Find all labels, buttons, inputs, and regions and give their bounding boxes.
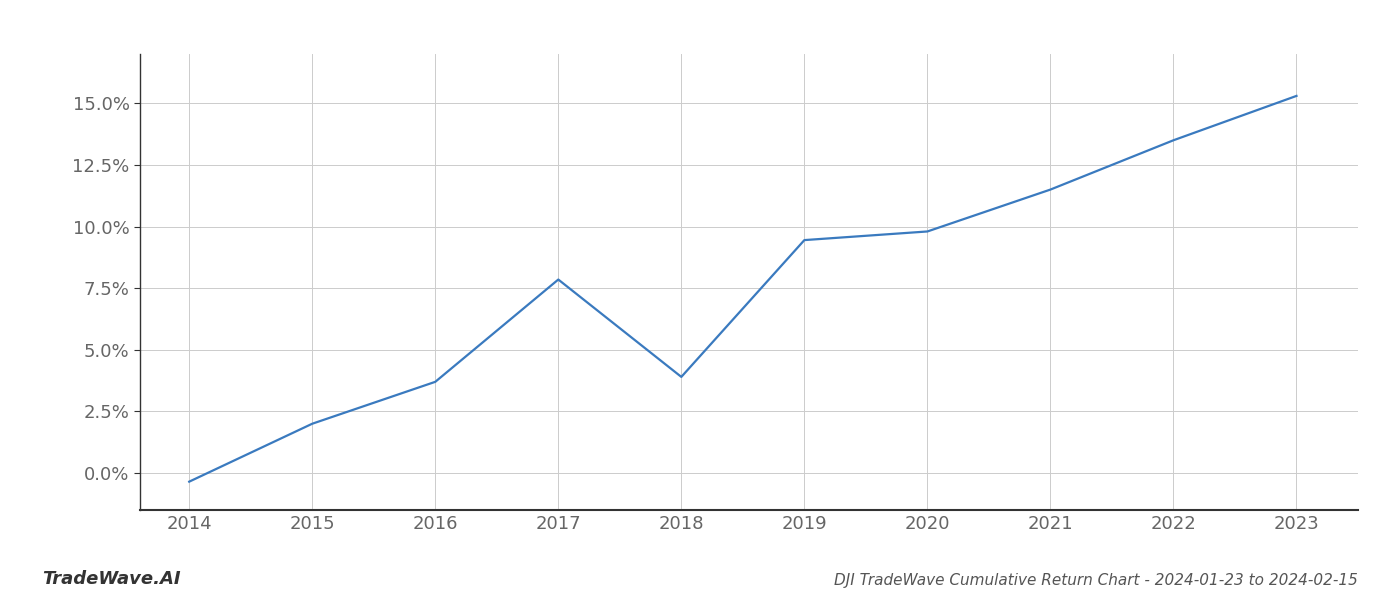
Text: TradeWave.AI: TradeWave.AI: [42, 570, 181, 588]
Text: DJI TradeWave Cumulative Return Chart - 2024-01-23 to 2024-02-15: DJI TradeWave Cumulative Return Chart - …: [834, 573, 1358, 588]
